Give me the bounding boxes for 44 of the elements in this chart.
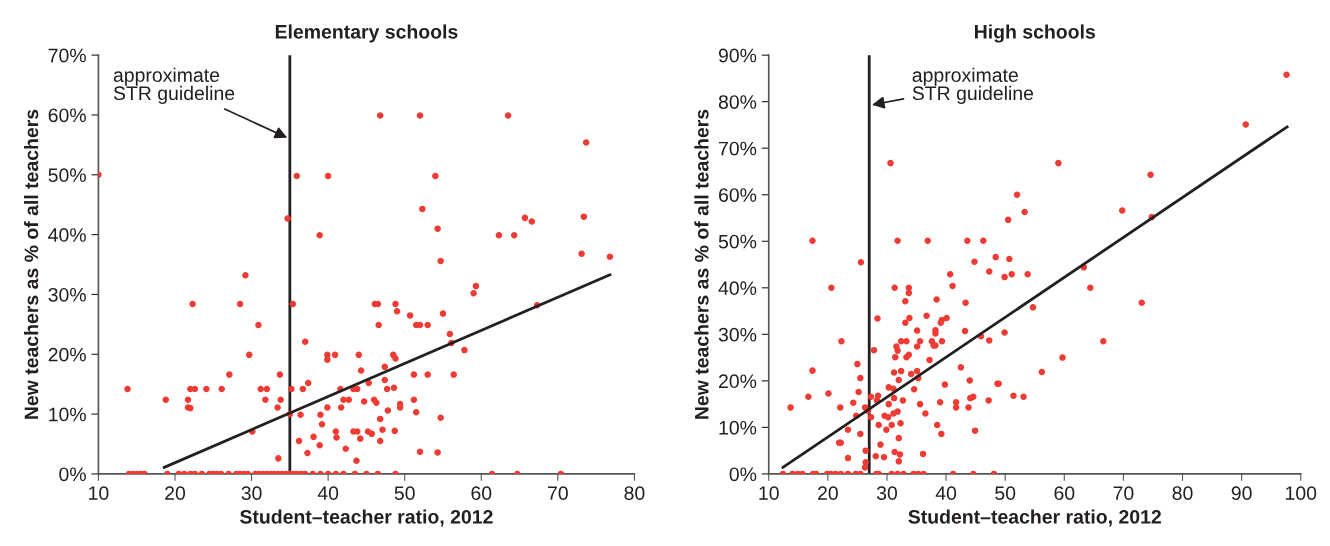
x-tick-label: 30	[241, 486, 262, 501]
y-axis-title: New teachers as % of all teachers	[694, 109, 709, 419]
x-tick-label: 10	[759, 486, 779, 501]
y-axis-title: New teachers as % of all teachers	[24, 109, 39, 419]
x-axis-title: Student–teacher ratio, 2012	[908, 509, 1161, 527]
ref-line-label: approximate STR guideline	[912, 67, 1034, 104]
y-tick-label: 30%	[48, 287, 86, 302]
x-tick-label: 80	[624, 486, 645, 501]
x-tick-label: 40	[317, 486, 339, 501]
y-tick-label: 90%	[718, 48, 757, 63]
x-tick-label: 70	[1113, 486, 1134, 501]
chart-title: Elementary schools	[275, 24, 458, 43]
x-tick-label: 70	[548, 486, 568, 501]
y-tick-label: 20%	[719, 374, 757, 389]
x-tick-label: 30	[876, 486, 898, 501]
ref-line-label: approximate STR guideline	[113, 67, 235, 104]
x-tick-label: 100	[1286, 486, 1317, 501]
chart-title: High schools	[975, 24, 1095, 43]
x-tick-label: 20	[165, 486, 186, 501]
y-tick-label: 20%	[48, 347, 86, 362]
y-tick-label: 60%	[48, 108, 86, 123]
x-axis-title: Student–teacher ratio, 2012	[240, 509, 493, 527]
x-tick-label: 90	[1231, 486, 1252, 501]
y-tick-label: 30%	[718, 327, 757, 342]
y-tick-label: 80%	[718, 95, 757, 109]
y-tick-label: 60%	[719, 188, 757, 202]
y-tick-label: 50%	[718, 234, 757, 249]
x-tick-label: 60	[471, 486, 492, 501]
x-tick-label: 50	[394, 486, 415, 501]
y-tick-label: 40%	[48, 228, 86, 242]
y-tick-label: 70%	[48, 48, 86, 63]
y-tick-label: 70%	[719, 141, 757, 156]
x-tick-label: 10	[89, 486, 109, 501]
x-tick-label: 40	[935, 486, 957, 501]
y-tick-label: 50%	[48, 168, 86, 183]
y-tick-label: 40%	[718, 281, 757, 296]
x-tick-label: 60	[1054, 486, 1075, 501]
x-tick-label: 80	[1172, 486, 1193, 501]
x-tick-label: 20	[818, 486, 838, 501]
y-tick-label: 0%	[59, 467, 86, 482]
y-tick-label: 10%	[719, 420, 757, 435]
y-tick-label: 10%	[49, 407, 86, 422]
y-tick-label: 0%	[729, 467, 757, 482]
x-tick-label: 50	[995, 486, 1016, 501]
